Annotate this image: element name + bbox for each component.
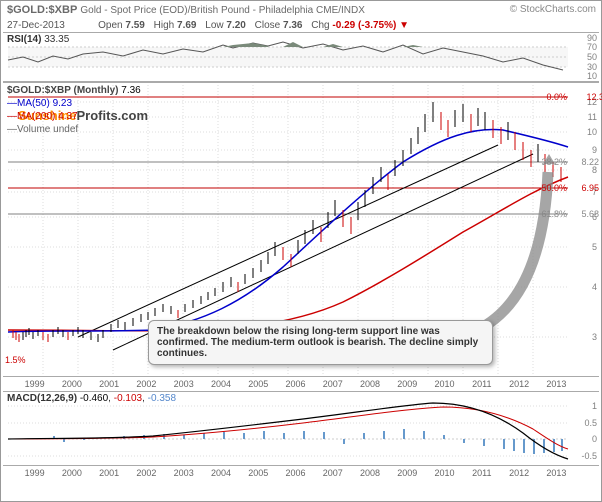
x-axis-main: 1999200020012002 2003200420052006 200720… — [1, 377, 601, 391]
rsi-chart — [3, 32, 573, 82]
stockcharts-watermark: © StockCharts.com — [510, 4, 596, 15]
rsi-panel: RSI(14) 33.35 90 70 50 30 10 — [3, 32, 599, 82]
price-panel: $GOLD:$XBP (Monthly) 7.36 —MA(50) 9.23 —… — [3, 82, 599, 377]
chart-legend: $GOLD:$XBP (Monthly) 7.36 —MA(50) 9.23 —… — [7, 84, 141, 136]
annotation-callout: The breakdown below the rising long-term… — [148, 320, 493, 365]
macd-panel: MACD(12,26,9) -0.460, -0.103, -0.358 1 0… — [3, 391, 599, 466]
ohlc-row: 27-Dec-2013 Open 7.59 High 7.69 Low 7.20… — [1, 19, 601, 32]
x-axis-macd: 1999200020012002 2003200420052006 200720… — [1, 466, 601, 480]
date: 27-Dec-2013 — [7, 20, 65, 31]
description: Gold - Spot Price (EOD)/British Pound - … — [80, 5, 365, 16]
rsi-label: RSI(14) 33.35 — [7, 34, 69, 45]
macd-label: MACD(12,26,9) -0.460, -0.103, -0.358 — [7, 393, 176, 404]
symbol: $GOLD:$XBP — [7, 4, 77, 16]
